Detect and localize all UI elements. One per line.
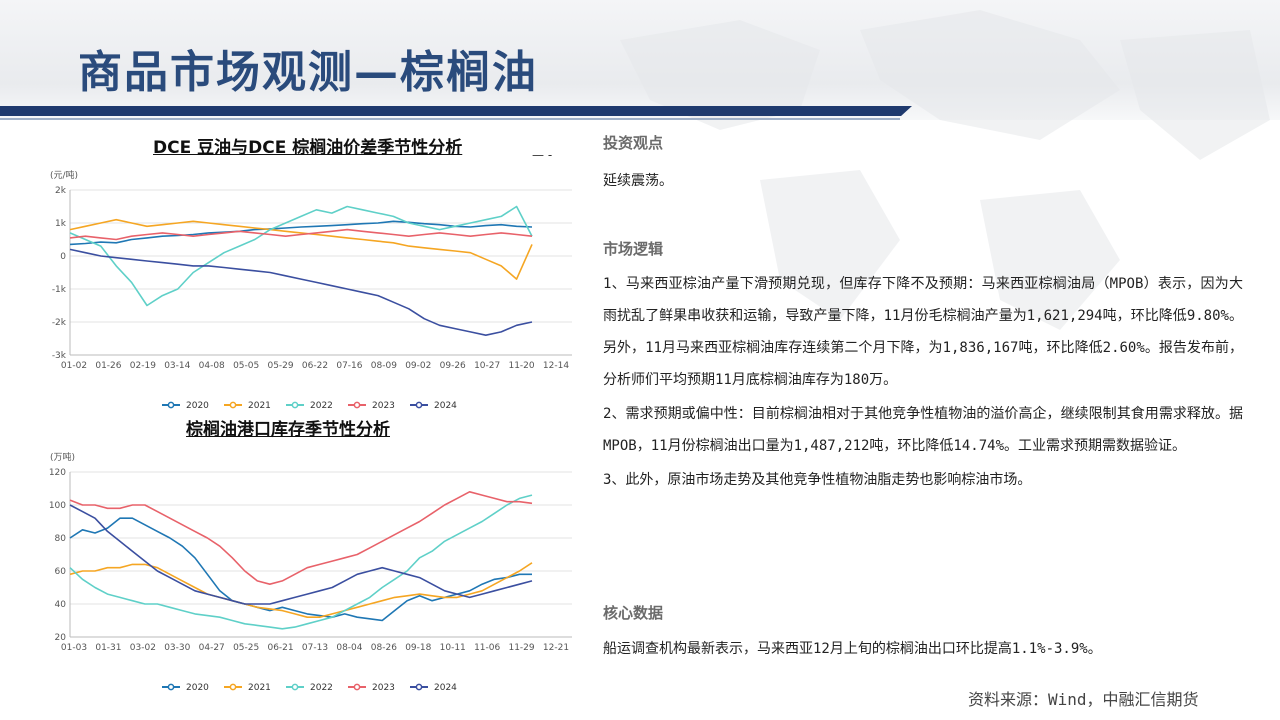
- legend-label-2020: 2020: [186, 683, 209, 693]
- legend-marker-2022: [291, 683, 299, 691]
- market-logic-section: 市场逻辑 1、马来西亚棕油产量下滑预期兑现，但库存下降不及预期：马来西亚棕榈油局…: [603, 238, 1243, 496]
- series-line-2023: [69, 228, 533, 241]
- x-tick-label: 06-21: [267, 643, 293, 653]
- x-tick-label: 06-22: [302, 361, 328, 371]
- y-tick-label: -1k: [52, 285, 67, 295]
- logic-para-1: 1、马来西亚棕油产量下滑预期兑现，但库存下降不及预期：马来西亚棕榈油局（MPOB…: [603, 276, 1243, 388]
- legend-label-2021: 2021: [248, 401, 271, 411]
- logic-para-3: 3、此外，原油市场走势及其他竞争性植物油脂走势也影响棕油市场。: [603, 472, 1032, 488]
- legend-label-2022: 2022: [310, 401, 333, 411]
- source-note: 资料来源：Wind，中融汇信期货: [968, 690, 1199, 709]
- series-line-2024: [69, 504, 533, 605]
- x-tick-label: 05-29: [267, 361, 293, 371]
- chart1-title: DCE 豆油与DCE 棕榈油价差季节性分析: [153, 138, 463, 158]
- x-tick-label: 05-25: [233, 643, 259, 653]
- y-tick-label: 120: [49, 468, 66, 478]
- x-tick-label: 09-26: [440, 361, 466, 371]
- legend-marker-2024: [415, 401, 423, 409]
- y-axis-unit: (万吨): [50, 451, 75, 463]
- x-tick-label: 12-21: [543, 643, 569, 653]
- x-tick-label: 10-27: [474, 361, 500, 371]
- x-tick-label: 01-26: [95, 361, 121, 371]
- legend-marker-2021: [229, 401, 237, 409]
- x-tick-label: 04-27: [199, 643, 225, 653]
- logic-heading: 市场逻辑: [603, 240, 664, 258]
- dash-decoration: — -: [532, 148, 553, 162]
- legend-label-2023: 2023: [372, 401, 395, 411]
- x-tick-label: 11-06: [474, 643, 500, 653]
- x-tick-label: 08-04: [336, 643, 362, 653]
- y-tick-label: -3k: [52, 351, 67, 361]
- series-line-2022: [69, 494, 533, 630]
- chart2-title: 棕榈油港口库存季节性分析: [186, 420, 390, 440]
- x-tick-label: 01-03: [61, 643, 87, 653]
- x-tick-label: 07-13: [302, 643, 328, 653]
- y-tick-label: -2k: [52, 318, 67, 328]
- series-line-2023: [69, 490, 533, 585]
- view-heading: 投资观点: [603, 134, 664, 152]
- legend-marker-2023: [353, 401, 361, 409]
- legend-label-2024: 2024: [434, 683, 457, 693]
- x-tick-label: 02-19: [130, 361, 156, 371]
- x-tick-label: 04-08: [199, 361, 225, 371]
- legend-marker-2020: [167, 401, 175, 409]
- x-tick-label: 01-31: [95, 643, 121, 653]
- x-tick-label: 09-18: [405, 643, 431, 653]
- legend-marker-2021: [229, 683, 237, 691]
- x-tick-label: 03-02: [130, 643, 156, 653]
- title-underline-bar: [0, 106, 912, 116]
- page-title: 商品市场观测—棕榈油: [78, 47, 538, 98]
- y-tick-label: 40: [55, 600, 67, 610]
- view-text: 延续震荡。: [603, 173, 673, 189]
- title-underline-thin: [0, 118, 900, 120]
- x-tick-label: 11-29: [508, 643, 534, 653]
- y-tick-label: 20: [55, 633, 67, 643]
- x-tick-label: 01-02: [61, 361, 87, 371]
- x-tick-label: 10-11: [440, 643, 466, 653]
- core-text: 船运调查机构最新表示，马来西亚12月上旬的棕榈油出口环比提高1.1%-3.9%。: [603, 641, 1102, 657]
- series-line-2022: [69, 205, 533, 307]
- x-tick-label: 05-05: [233, 361, 259, 371]
- x-tick-label: 08-26: [371, 643, 397, 653]
- legend-label-2020: 2020: [186, 401, 209, 411]
- series-line-2021: [69, 562, 533, 618]
- series-line-2024: [69, 248, 533, 336]
- x-tick-label: 09-02: [405, 361, 431, 371]
- legend-label-2023: 2023: [372, 683, 395, 693]
- x-tick-label: 08-09: [371, 361, 397, 371]
- x-tick-label: 07-16: [336, 361, 362, 371]
- core-heading: 核心数据: [603, 604, 664, 622]
- legend-marker-2022: [291, 401, 299, 409]
- series-line-2021: [69, 218, 533, 280]
- x-tick-label: 03-30: [164, 643, 190, 653]
- legend-marker-2020: [167, 683, 175, 691]
- legend-marker-2023: [353, 683, 361, 691]
- legend-marker-2024: [415, 683, 423, 691]
- y-tick-label: 80: [55, 534, 67, 544]
- y-tick-label: 1k: [55, 219, 67, 229]
- y-axis-unit: (元/吨): [50, 169, 78, 181]
- x-tick-label: 03-14: [164, 361, 190, 371]
- logic-para-2: 2、需求预期或偏中性：目前棕榈油相对于其他竞争性植物油的溢价高企，继续限制其食用…: [603, 406, 1243, 454]
- y-tick-label: 100: [49, 501, 66, 511]
- y-tick-label: 0: [60, 252, 66, 262]
- y-tick-label: 60: [55, 567, 67, 577]
- x-tick-label: 11-20: [508, 361, 534, 371]
- investment-view-section: 投资观点 延续震荡。: [603, 132, 1243, 197]
- legend-label-2022: 2022: [310, 683, 333, 693]
- world-map-decoration: [620, 10, 1270, 330]
- legend-label-2021: 2021: [248, 683, 271, 693]
- x-tick-label: 12-14: [543, 361, 569, 371]
- series-line-2020: [69, 517, 532, 622]
- legend-label-2024: 2024: [434, 401, 457, 411]
- y-tick-label: 2k: [55, 186, 67, 196]
- core-data-section: 核心数据 船运调查机构最新表示，马来西亚12月上旬的棕榈油出口环比提高1.1%-…: [603, 602, 1243, 665]
